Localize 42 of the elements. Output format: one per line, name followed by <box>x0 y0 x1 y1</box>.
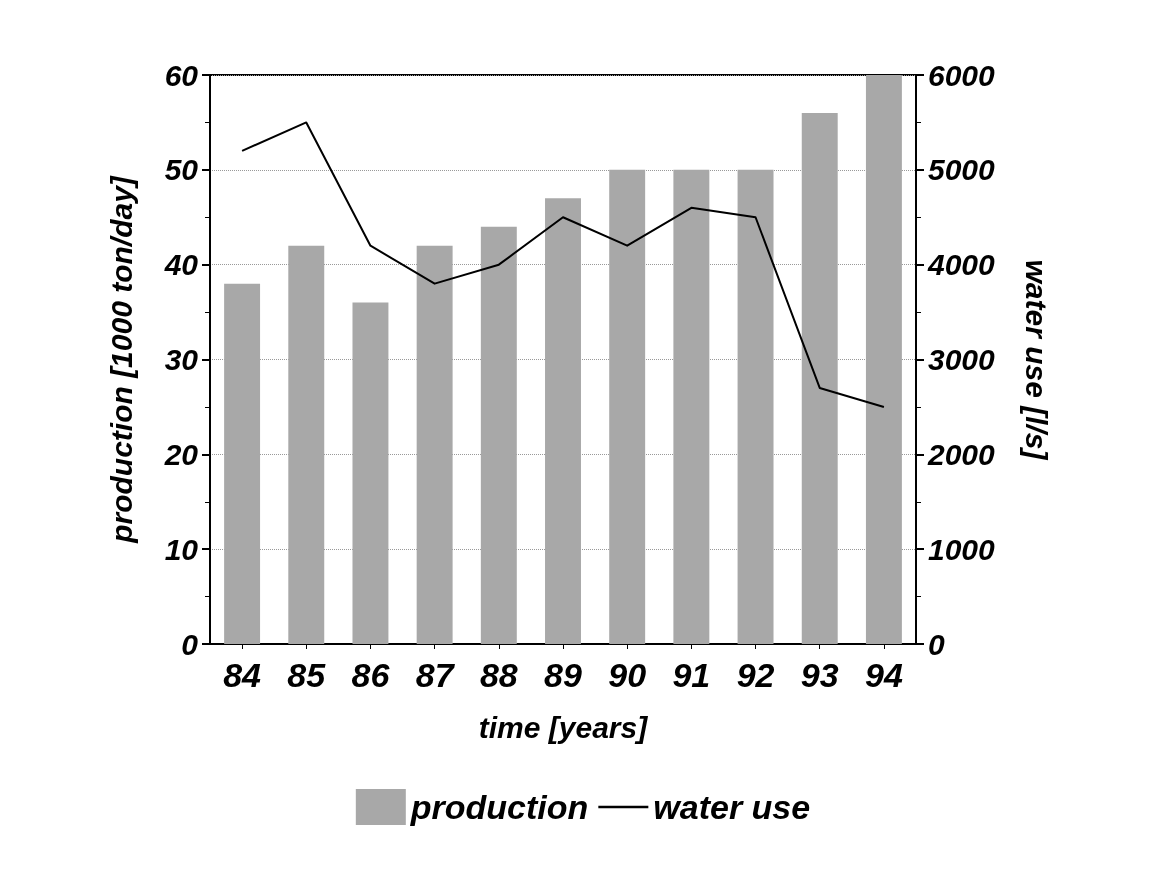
y2-tick-label: 2000 <box>927 437 996 471</box>
bar <box>801 112 838 644</box>
y-tick-label: 10 <box>164 532 199 566</box>
x-tick-label: 94 <box>865 656 903 694</box>
x-tick-label: 86 <box>351 656 391 694</box>
y2-tick-label: 6000 <box>928 58 996 92</box>
x-tick-label: 90 <box>608 656 647 694</box>
bar <box>737 169 774 644</box>
bar <box>545 198 581 644</box>
x-tick-label: 92 <box>736 656 775 694</box>
y-tick-label: 30 <box>164 343 199 376</box>
bar <box>865 75 902 644</box>
y-axis-title: production [1000 ton/day] <box>104 175 138 544</box>
x-tick-label: 93 <box>800 656 839 694</box>
x-axis-title: time [years] <box>478 710 649 744</box>
legend-label: production <box>409 788 589 826</box>
y2-tick-label: 0 <box>928 627 945 661</box>
y-tick-label: 0 <box>181 627 199 661</box>
y2-tick-label: 5000 <box>928 153 996 187</box>
bar <box>416 245 453 644</box>
y2-tick-label: 4000 <box>927 248 996 282</box>
bar <box>224 283 261 644</box>
y-tick-label: 20 <box>163 437 199 471</box>
x-tick-label: 84 <box>223 656 262 694</box>
y-tick-label: 40 <box>163 248 199 282</box>
y2-tick-label: 3000 <box>928 343 996 376</box>
x-tick-label: 85 <box>287 656 327 694</box>
x-tick-label: 88 <box>479 656 518 694</box>
y2-tick-label: 1000 <box>928 532 996 566</box>
bar <box>609 169 646 644</box>
y-tick-label: 60 <box>164 58 199 92</box>
bar <box>288 245 325 644</box>
x-tick-label: 91 <box>672 656 711 694</box>
x-tick-label: 89 <box>544 656 582 694</box>
bar <box>352 302 389 644</box>
y2-axis-title: water use [l/s] <box>1019 259 1053 461</box>
legend-label: water use <box>653 788 811 826</box>
bar <box>480 226 517 644</box>
line-series <box>241 121 885 408</box>
x-tick-label: 87 <box>415 656 456 694</box>
bar <box>673 169 710 644</box>
y-tick-label: 50 <box>164 153 199 187</box>
